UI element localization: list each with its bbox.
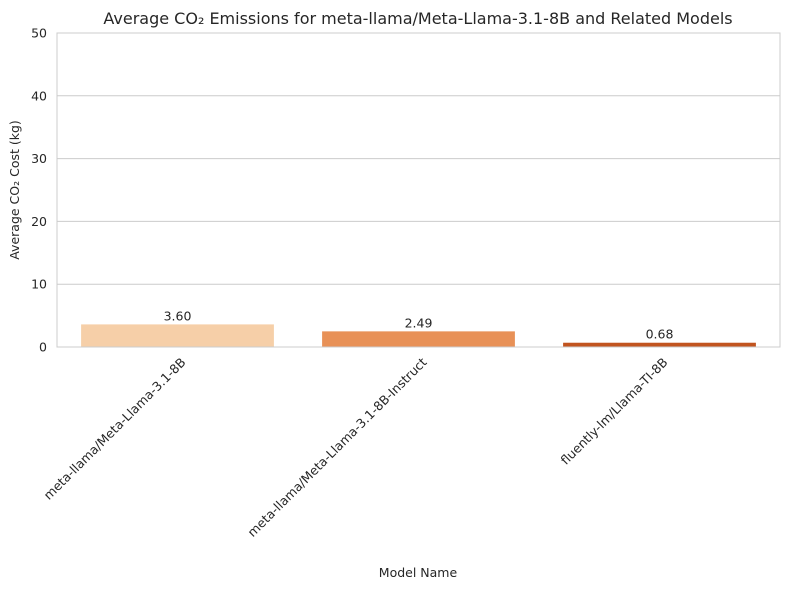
gridlines	[57, 32, 780, 348]
y-tick-label-3: 30	[31, 151, 47, 166]
data-label-1: 2.49	[405, 315, 433, 330]
x-axis-ticks: meta-llama/Meta-Llama-3.1-8B meta-llama/M…	[40, 354, 670, 539]
x-tick-label-0: meta-llama/Meta-Llama-3.1-8B	[40, 355, 188, 503]
y-tick-label-5: 50	[31, 26, 47, 41]
bars	[81, 324, 756, 347]
y-tick-label-0: 0	[39, 340, 47, 355]
chart-title: Average CO₂ Emissions for meta-llama/Met…	[103, 9, 732, 28]
y-tick-label-4: 40	[31, 88, 47, 103]
x-axis-label: Model Name	[379, 565, 458, 580]
data-label-2: 0.68	[646, 327, 674, 342]
x-tick-label-1: meta-llama/Meta-Llama-3.1-8B-Instruct	[244, 354, 429, 539]
bar-1	[322, 331, 515, 347]
data-labels: 3.60 2.49 0.68	[164, 308, 674, 341]
x-tick-label-2: fluently-lm/Llama-TI-8B	[557, 355, 670, 468]
bar-2	[563, 342, 756, 347]
y-axis-ticks: 0 10 20 30 40 50	[31, 26, 47, 355]
y-tick-label-2: 20	[31, 214, 47, 229]
data-label-0: 3.60	[164, 308, 192, 323]
y-tick-label-1: 10	[31, 277, 47, 292]
y-axis-label: Average CO₂ Cost (kg)	[7, 120, 22, 260]
plot-frame	[56, 32, 781, 348]
bar-0	[81, 324, 274, 347]
